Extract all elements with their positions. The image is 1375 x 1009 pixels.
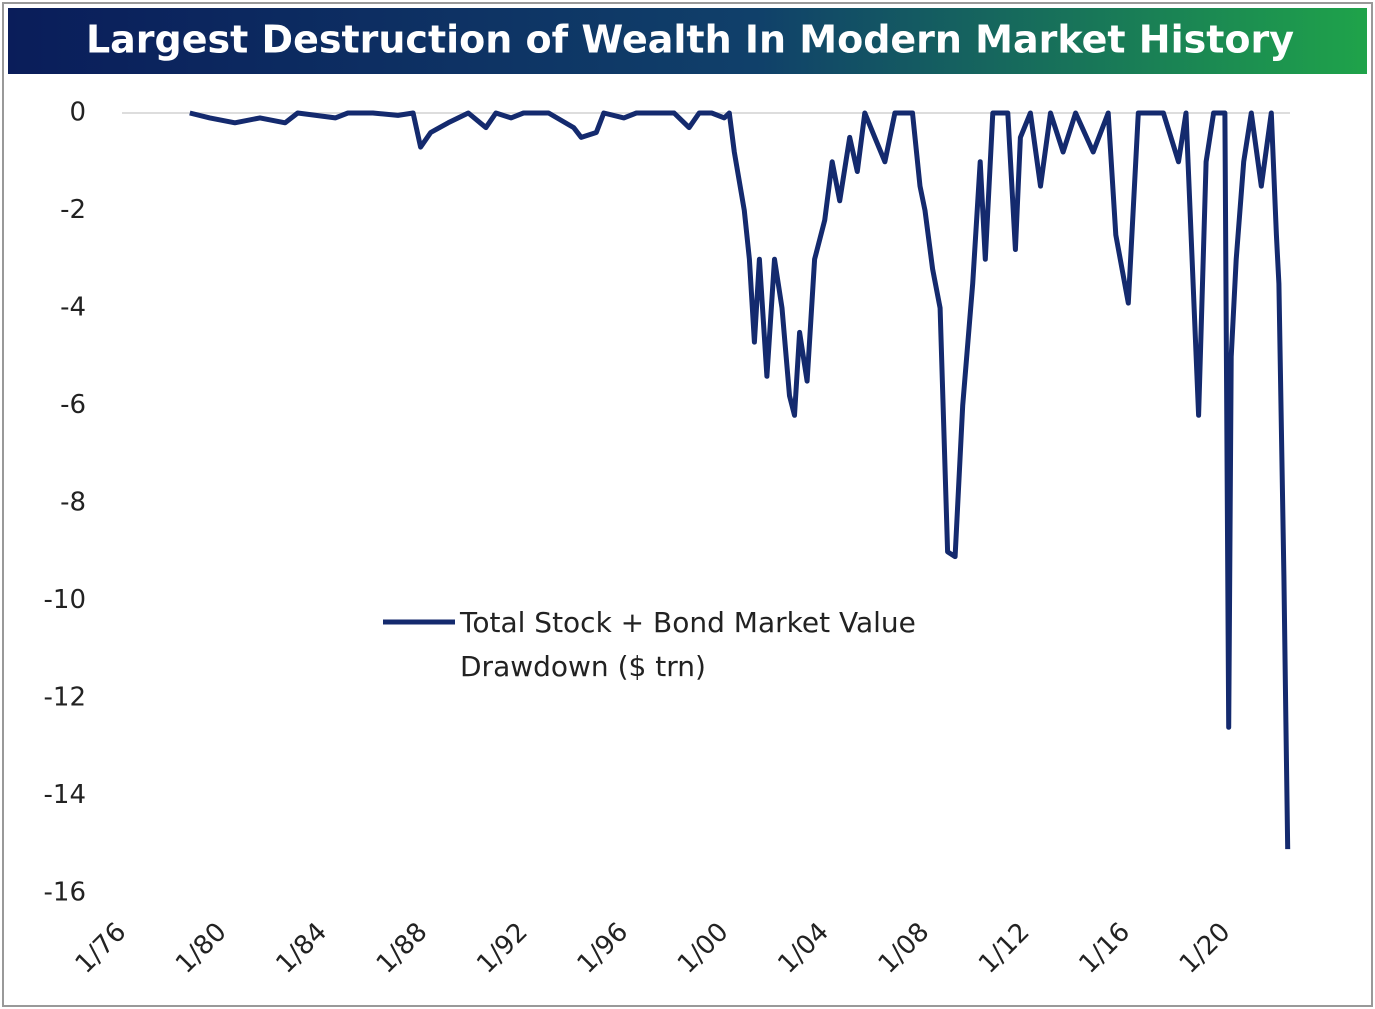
legend-label: Total Stock + Bond Market Value Drawdown… xyxy=(460,606,916,683)
x-tick-label: 1/16 xyxy=(1074,917,1137,980)
chart-title: Largest Destruction of Wealth In Modern … xyxy=(86,18,1294,62)
y-tick-label: -14 xyxy=(44,780,86,810)
y-tick-label: -12 xyxy=(44,683,86,713)
x-tick-label: 1/08 xyxy=(873,917,936,980)
y-tick-label: -8 xyxy=(60,488,86,518)
y-tick-label: -16 xyxy=(44,878,86,908)
x-tick-label: 1/12 xyxy=(973,917,1036,980)
title-banner xyxy=(8,8,1367,74)
x-tick-label: 1/88 xyxy=(371,917,434,980)
data-line xyxy=(189,110,1291,850)
y-tick-label: -2 xyxy=(60,195,86,225)
x-tick-label: 1/84 xyxy=(271,917,334,980)
y-tick-label: 0 xyxy=(69,98,86,128)
y-tick-label: -10 xyxy=(44,585,86,615)
x-tick-label: 1/20 xyxy=(1174,917,1237,980)
x-tick-label: 1/76 xyxy=(70,917,133,980)
x-tick-label: 1/00 xyxy=(672,917,735,980)
y-tick-label: -6 xyxy=(60,390,86,420)
y-tick-label: -4 xyxy=(60,293,86,323)
x-tick-label: 1/04 xyxy=(772,917,835,980)
x-tick-label: 1/96 xyxy=(572,917,635,980)
x-tick-label: 1/80 xyxy=(170,917,233,980)
x-tick-label: 1/92 xyxy=(471,917,534,980)
